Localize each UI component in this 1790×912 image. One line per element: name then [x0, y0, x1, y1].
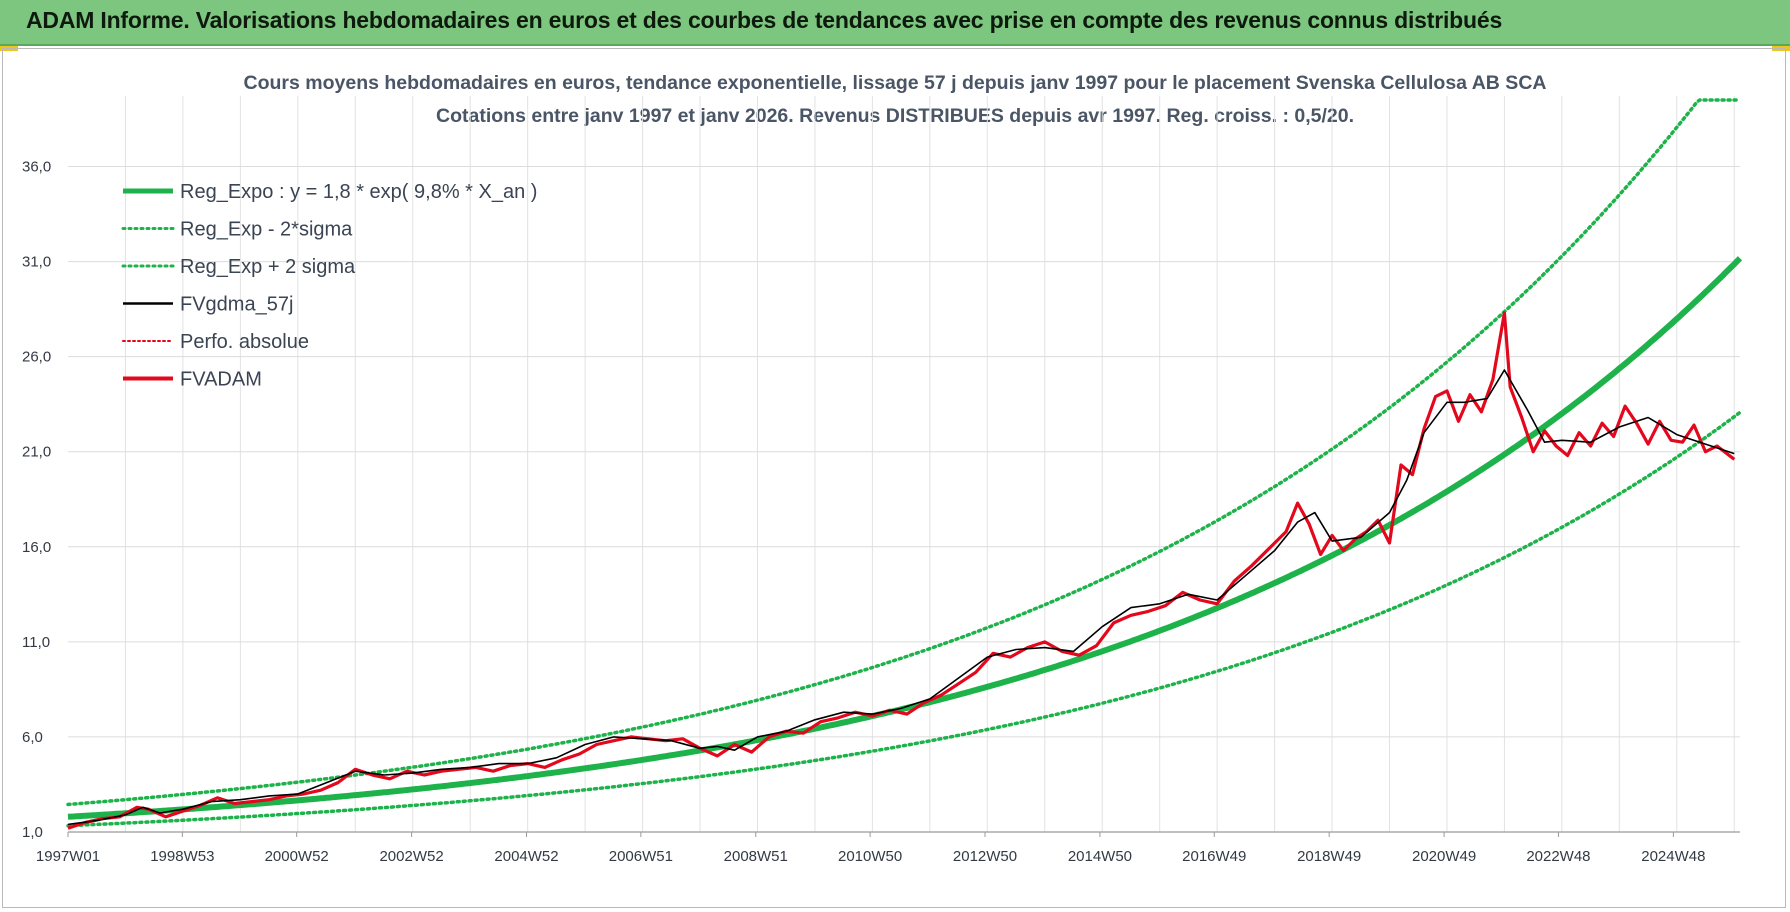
- y-tick-label: 36,0: [22, 159, 51, 176]
- x-axis: 1997W01 1998W53 2000W52 2002W52 2004W52 2006W…: [36, 831, 1740, 865]
- y-tick-label: 11,0: [22, 634, 50, 651]
- x-tick-label: 2004W52: [494, 848, 558, 865]
- chart-subtitle: Cotations entre janv 1997 et janv 2026. …: [436, 105, 1354, 127]
- x-tick-label: 2008W51: [724, 848, 788, 865]
- x-tick-label: 2000W52: [265, 848, 329, 865]
- legend-entry-label: Reg_Exp - 2*sigma: [180, 219, 353, 241]
- x-tick-label: 2002W52: [379, 848, 443, 865]
- report-banner: ADAM Informe. Valorisations hebdomadaire…: [0, 0, 1790, 46]
- x-tick-label: 1998W53: [150, 848, 214, 865]
- series-fvadam: [67, 311, 1736, 830]
- x-tick-label: 1997W01: [36, 848, 100, 865]
- x-tick-label: 2022W48: [1526, 848, 1590, 865]
- y-tick-label: 31,0: [22, 254, 51, 271]
- legend-entry-label: Perfo. absolue: [180, 331, 309, 353]
- banner-title: ADAM Informe. Valorisations hebdomadaire…: [26, 7, 1503, 33]
- x-tick-label: 2014W50: [1068, 848, 1132, 865]
- x-tick-label: 2006W51: [609, 848, 673, 865]
- y-tick-label: 16,0: [22, 539, 51, 556]
- series-reg-exp-minus-2sigma: [66, 410, 1742, 828]
- series-fvgdma-57j: [67, 369, 1735, 826]
- chart-frame: [2, 48, 1786, 908]
- y-tick-label: 1,0: [22, 824, 43, 841]
- x-tick-label: 2010W50: [838, 848, 902, 865]
- y-tick-label: 6,0: [22, 729, 43, 746]
- legend-entry-label: Reg_Exp + 2 sigma: [180, 256, 356, 278]
- legend: Reg_Expo : y = 1,8 * exp( 9,8% * X_an ) R…: [121, 181, 537, 391]
- y-axis: 1,0 6,0 11,0 16,0 21,0 26,0 31,0 36,0: [22, 159, 51, 841]
- chart-title: Cours moyens hebdomadaires en euros, ten…: [243, 72, 1547, 94]
- y-tick-label: 21,0: [22, 444, 51, 461]
- series-reg-expo: [67, 256, 1743, 820]
- y-tick-label: 26,0: [22, 349, 51, 366]
- series-layer: [66, 98, 1743, 830]
- x-tick-label: 2024W48: [1641, 848, 1705, 865]
- series-reg-exp-plus-2sigma: [66, 98, 1742, 807]
- x-tick-label: 2012W50: [953, 848, 1017, 865]
- legend-entry-label: FVADAM: [180, 369, 262, 391]
- x-tick-label: 2016W49: [1182, 848, 1246, 865]
- x-tick-label: 2018W49: [1297, 848, 1361, 865]
- legend-entry-label: Reg_Expo : y = 1,8 * exp( 9,8% * X_an ): [180, 181, 537, 203]
- x-tick-label: 2020W49: [1412, 848, 1476, 865]
- legend-entry-label: FVgdma_57j: [180, 294, 293, 316]
